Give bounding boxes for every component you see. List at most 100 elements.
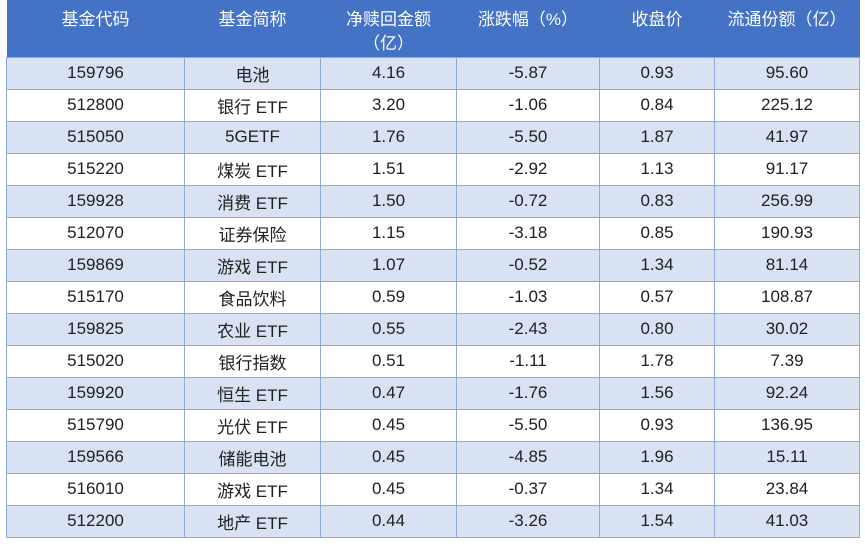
cell-change-pct: -4.85 [456,440,600,474]
cell-change-pct: -5.50 [456,120,600,154]
cell-float-shares: 136.95 [714,408,860,442]
table-row: 515170 食品饮料 0.59 -1.03 0.57 108.87 [6,280,860,314]
cell-float-shares: 7.39 [714,344,860,378]
cell-close-price: 1.34 [599,472,715,506]
cell-fund-name: 食品饮料 [184,280,321,314]
cell-change-pct: -3.18 [456,216,600,250]
header-net-redemption-sub: （亿） [363,34,414,53]
cell-close-price: 1.96 [599,440,715,474]
cell-fund-code: 515790 [6,408,185,442]
cell-float-shares: 108.87 [714,280,860,314]
cell-fund-code: 512200 [6,504,185,538]
header-fund-code-sub [9,32,183,56]
cell-close-price: 1.87 [599,120,715,154]
table-row: 159920 恒生 ETF 0.47 -1.76 1.56 92.24 [6,376,860,410]
cell-fund-name: 游戏 ETF [184,472,321,506]
cell-close-price: 1.78 [599,344,715,378]
cell-fund-code: 512800 [6,88,185,122]
cell-float-shares: 81.14 [714,248,860,282]
cell-fund-code: 159928 [6,184,185,218]
cell-fund-name: 证券保险 [184,216,321,250]
cell-float-shares: 95.60 [714,56,860,90]
cell-change-pct: -0.37 [456,472,600,506]
header-fund-name: 基金简称 [184,0,321,57]
header-change-pct-label: 涨跌幅（%） [477,10,579,29]
cell-fund-name: 消费 ETF [184,184,321,218]
cell-net-redemption: 0.51 [320,344,457,378]
cell-close-price: 0.93 [599,408,715,442]
cell-close-price: 0.85 [599,216,715,250]
cell-fund-name: 农业 ETF [184,312,321,346]
table-row: 159566 储能电池 0.45 -4.85 1.96 15.11 [6,440,860,474]
table-row: 515790 光伏 ETF 0.45 -5.50 0.93 136.95 [6,408,860,442]
cell-fund-name: 游戏 ETF [184,248,321,282]
cell-fund-code: 516010 [6,472,185,506]
header-float-shares-sub [717,32,858,56]
table-row: 159796 电池 4.16 -5.87 0.93 95.60 [6,56,860,90]
cell-net-redemption: 0.45 [320,472,457,506]
cell-net-redemption: 3.20 [320,88,457,122]
cell-close-price: 1.54 [599,504,715,538]
cell-change-pct: -1.76 [456,376,600,410]
cell-float-shares: 225.12 [714,88,860,122]
header-float-shares: 流通份额（亿） [714,0,860,57]
cell-fund-code: 515020 [6,344,185,378]
cell-fund-code: 515170 [6,280,185,314]
cell-close-price: 0.84 [599,88,715,122]
cell-float-shares: 190.93 [714,216,860,250]
table-row: 159825 农业 ETF 0.55 -2.43 0.80 30.02 [6,312,860,346]
cell-fund-code: 159920 [6,376,185,410]
cell-close-price: 0.57 [599,280,715,314]
cell-close-price: 0.80 [599,312,715,346]
header-fund-name-sub [187,32,319,56]
header-change-pct-sub [459,32,598,56]
cell-change-pct: -2.43 [456,312,600,346]
header-fund-name-label: 基金简称 [218,10,287,29]
cell-fund-code: 512070 [6,216,185,250]
cell-float-shares: 41.97 [714,120,860,154]
cell-fund-name: 恒生 ETF [184,376,321,410]
cell-fund-code: 159869 [6,248,185,282]
header-fund-code-label: 基金代码 [61,10,130,29]
cell-float-shares: 41.03 [714,504,860,538]
cell-fund-code: 159796 [6,56,185,90]
cell-close-price: 1.13 [599,152,715,186]
cell-net-redemption: 0.55 [320,312,457,346]
header-net-redemption-label: 净赎回金额 [346,10,431,29]
cell-change-pct: -2.92 [456,152,600,186]
table-row: 515020 银行指数 0.51 -1.11 1.78 7.39 [6,344,860,378]
cell-fund-name: 5GETF [184,120,321,154]
cell-close-price: 0.93 [599,56,715,90]
header-close-price: 收盘价 [599,0,715,57]
table-row: 159928 消费 ETF 1.50 -0.72 0.83 256.99 [6,184,860,218]
table-row: 515050 5GETF 1.76 -5.50 1.87 41.97 [6,120,860,154]
table-row: 159869 游戏 ETF 1.07 -0.52 1.34 81.14 [6,248,860,282]
cell-float-shares: 15.11 [714,440,860,474]
cell-change-pct: -3.26 [456,504,600,538]
cell-fund-code: 515220 [6,152,185,186]
cell-net-redemption: 1.50 [320,184,457,218]
cell-fund-name: 地产 ETF [184,504,321,538]
cell-net-redemption: 0.45 [320,408,457,442]
table-row: 512800 银行 ETF 3.20 -1.06 0.84 225.12 [6,88,860,122]
cell-net-redemption: 1.51 [320,152,457,186]
cell-fund-code: 159825 [6,312,185,346]
cell-fund-name: 煤炭 ETF [184,152,321,186]
header-float-shares-label: 流通份额（亿） [727,10,847,29]
cell-net-redemption: 0.44 [320,504,457,538]
header-fund-code: 基金代码 [6,0,185,57]
cell-fund-name: 光伏 ETF [184,408,321,442]
fund-table-container: 基金代码 基金简称 净赎回金额 （亿） 涨跌幅（%） 收盘价 [6,0,860,538]
cell-float-shares: 256.99 [714,184,860,218]
cell-fund-name: 电池 [184,56,321,90]
cell-change-pct: -5.50 [456,408,600,442]
cell-close-price: 1.34 [599,248,715,282]
cell-change-pct: -1.06 [456,88,600,122]
cell-net-redemption: 1.07 [320,248,457,282]
table-row: 516010 游戏 ETF 0.45 -0.37 1.34 23.84 [6,472,860,506]
cell-net-redemption: 1.15 [320,216,457,250]
cell-fund-code: 159566 [6,440,185,474]
cell-fund-name: 银行 ETF [184,88,321,122]
cell-net-redemption: 0.45 [320,440,457,474]
table-row: 512200 地产 ETF 0.44 -3.26 1.54 41.03 [6,504,860,538]
